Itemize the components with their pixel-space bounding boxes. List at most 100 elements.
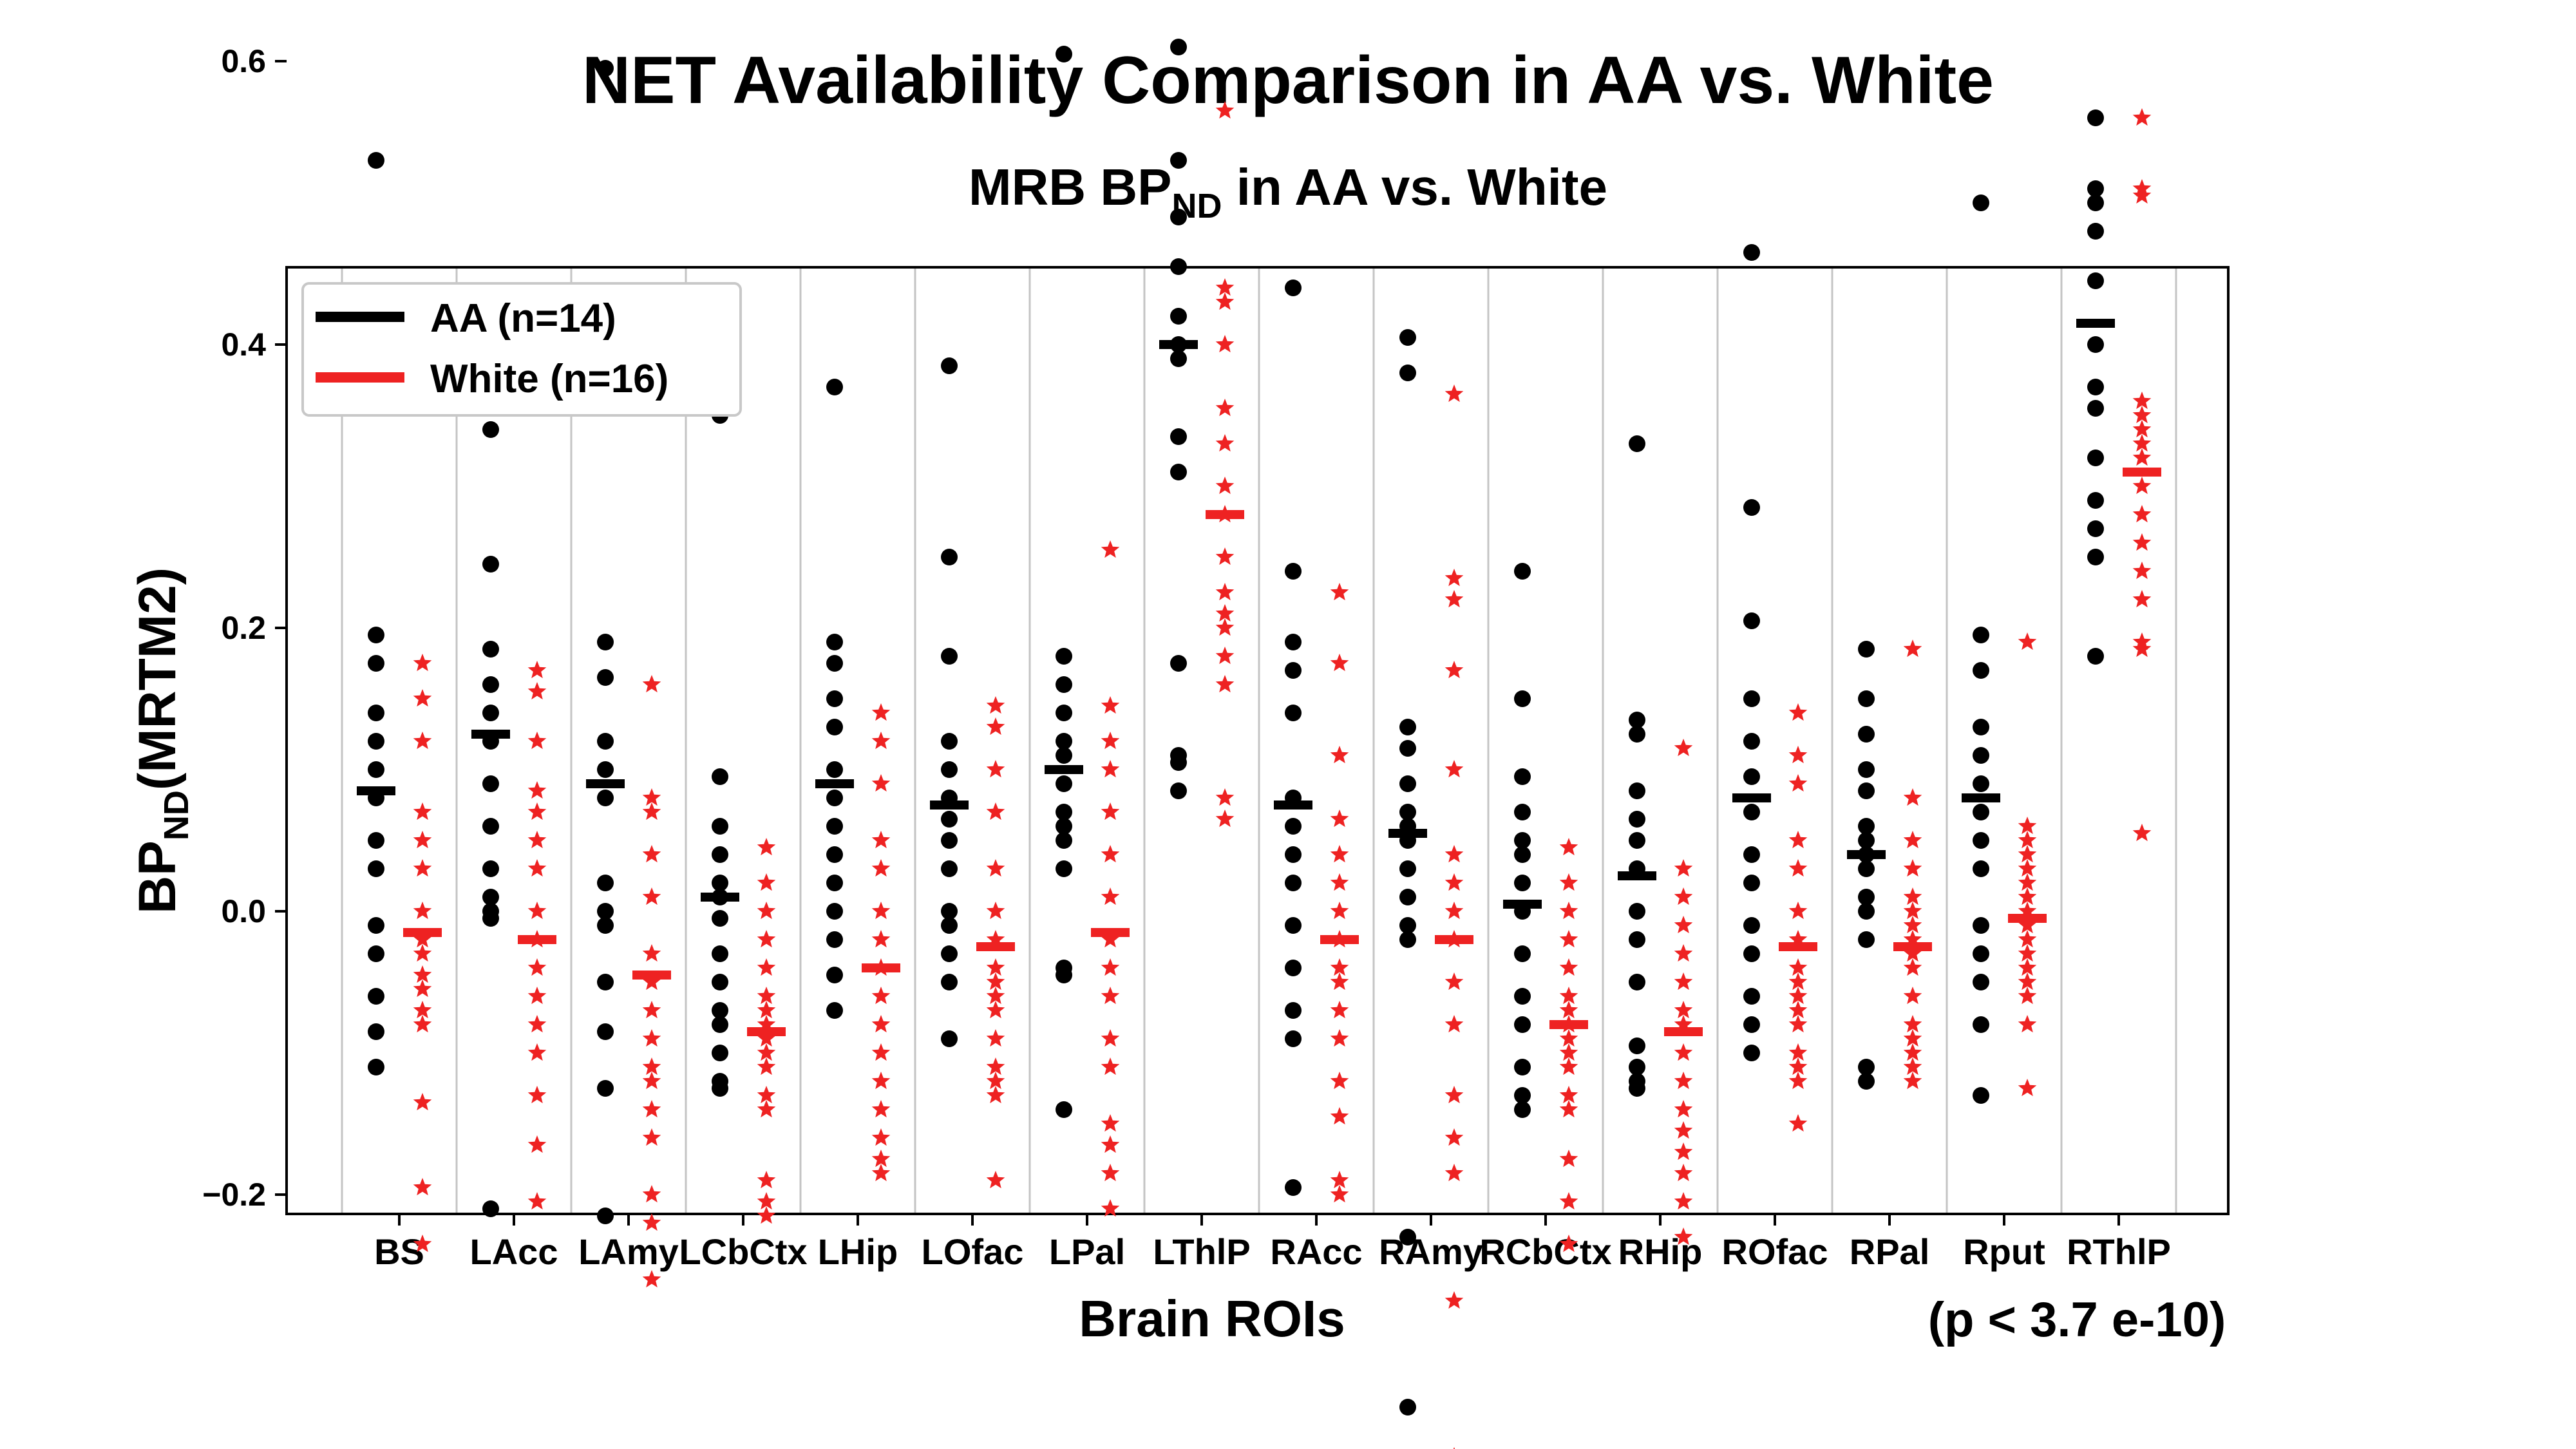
data-point-white	[1788, 1043, 1808, 1061]
data-point-white	[2132, 448, 2152, 466]
data-point-white	[1330, 1001, 1349, 1019]
data-point-white	[1330, 1185, 1349, 1203]
legend-label-aa: AA (n=14)	[430, 296, 616, 341]
data-point-aa	[826, 846, 843, 863]
data-point-aa	[941, 648, 958, 665]
data-point-white	[642, 1185, 661, 1203]
data-point-white	[1101, 887, 1120, 905]
y-tick-label: 0.4	[221, 327, 266, 363]
data-point-white	[986, 902, 1005, 920]
data-point-aa	[1514, 1059, 1531, 1075]
data-point-white	[871, 902, 891, 920]
data-point-aa	[1285, 634, 1302, 650]
data-point-aa	[1285, 563, 1302, 580]
data-point-white	[1788, 1072, 1808, 1090]
data-point-aa	[1399, 1399, 1416, 1416]
legend-label-white: White (n=16)	[430, 357, 668, 401]
data-point-white	[1674, 1015, 1693, 1033]
data-point-aa	[1285, 846, 1302, 863]
data-point-aa	[368, 152, 384, 169]
data-point-white	[986, 987, 1005, 1005]
data-point-white	[1559, 1086, 1578, 1104]
data-point-white	[1444, 1291, 1464, 1309]
data-point-white	[871, 1150, 891, 1168]
data-point-white	[757, 1015, 776, 1033]
data-point-aa	[1973, 1016, 1989, 1033]
data-point-white	[2132, 406, 2152, 424]
data-point-aa	[1285, 1002, 1302, 1019]
data-point-white	[1215, 477, 1235, 495]
data-point-aa	[1285, 960, 1302, 976]
data-point-aa	[482, 775, 499, 792]
data-point-aa	[597, 634, 614, 650]
data-point-white	[986, 1171, 1005, 1189]
x-tick-label: LAmy	[578, 1231, 679, 1272]
data-point-aa	[1973, 775, 1989, 792]
data-point-aa	[1170, 782, 1187, 799]
data-point-aa	[1285, 279, 1302, 296]
data-point-aa	[1858, 1073, 1875, 1090]
data-point-white	[2132, 562, 2152, 580]
data-point-aa	[826, 931, 843, 948]
data-point-aa	[1056, 804, 1072, 820]
data-point-white	[1444, 569, 1464, 587]
data-point-aa	[826, 967, 843, 983]
data-point-aa	[1170, 655, 1187, 672]
data-point-white	[2132, 392, 2152, 410]
data-point-white	[1101, 987, 1120, 1005]
data-point-white	[1788, 972, 1808, 990]
data-point-aa	[482, 910, 499, 927]
data-point-white	[1101, 540, 1120, 558]
data-point-aa	[1629, 435, 1645, 452]
data-point-white	[2018, 873, 2037, 891]
data-point-aa	[1399, 775, 1416, 792]
plot-frame	[285, 266, 2230, 1215]
data-point-aa	[826, 655, 843, 672]
data-point-white	[1101, 1199, 1120, 1217]
data-point-aa	[1170, 464, 1187, 480]
data-point-white	[2132, 505, 2152, 523]
data-point-white	[642, 887, 661, 905]
data-point-white	[871, 831, 891, 849]
data-point-white	[642, 788, 661, 806]
data-point-white	[757, 1086, 776, 1104]
data-point-aa	[712, 768, 728, 785]
data-point-white	[1559, 1235, 1578, 1253]
data-point-aa	[1858, 690, 1875, 707]
x-tick-label: Rput	[1963, 1231, 2045, 1272]
data-point-aa	[712, 945, 728, 962]
data-point-white	[757, 1001, 776, 1019]
data-point-aa	[2087, 450, 2104, 466]
data-point-aa	[826, 719, 843, 735]
data-point-white	[1101, 1135, 1120, 1153]
data-point-aa	[1399, 931, 1416, 948]
x-axis: BS LAcc LAmy LCbCtx LHip LOfac LPal LThlP RAcc RA…	[374, 1214, 2171, 1272]
data-point-white	[1215, 583, 1235, 601]
data-point-white	[1330, 958, 1349, 976]
data-point-aa	[2087, 492, 2104, 509]
data-point-white	[1674, 972, 1693, 990]
data-point-white	[1674, 1142, 1693, 1160]
data-point-white	[1903, 831, 1922, 849]
data-point-white	[1903, 1043, 1922, 1061]
data-point-aa	[482, 421, 499, 438]
data-points	[357, 39, 2161, 1449]
data-point-aa	[1399, 1229, 1416, 1245]
data-point-white	[1788, 1114, 1808, 1132]
data-point-white	[1788, 1015, 1808, 1033]
data-point-white	[757, 1206, 776, 1224]
data-point-white	[757, 1100, 776, 1118]
data-point-aa	[1858, 761, 1875, 778]
data-point-white	[757, 930, 776, 948]
data-point-white	[527, 1135, 547, 1153]
data-point-white	[413, 902, 432, 920]
data-point-aa	[1973, 747, 1989, 764]
data-point-white	[1444, 845, 1464, 863]
data-point-aa	[826, 379, 843, 395]
data-point-aa	[1858, 889, 1875, 905]
data-point-white	[2018, 1079, 2037, 1097]
data-point-white	[413, 1001, 432, 1019]
data-point-aa	[1285, 705, 1302, 721]
data-point-white	[2132, 639, 2152, 658]
